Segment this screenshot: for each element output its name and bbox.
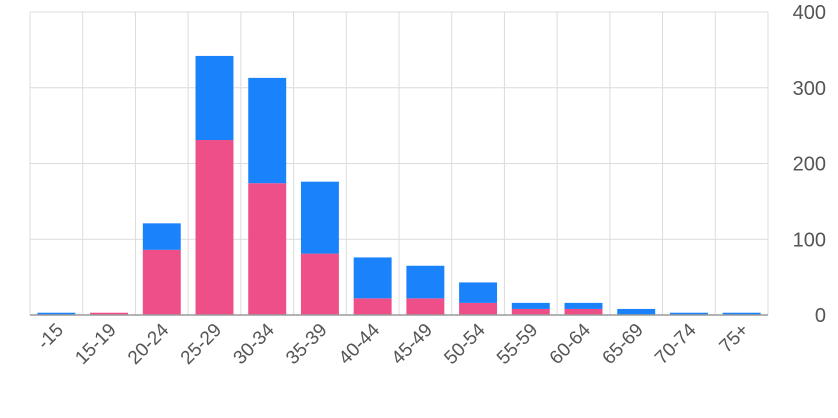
bar-pink-5: [300, 253, 339, 315]
bar-pink-8: [459, 302, 498, 315]
x-tick-label: 25-29: [177, 320, 226, 369]
y-tick-label: 200: [793, 154, 826, 176]
x-tick-label: -15: [34, 320, 68, 354]
bar-pink-2: [142, 249, 181, 315]
x-axis-ticks: -15 15-19 20-24 25-29 30-34 35-39 40-44 45-49 50…: [34, 319, 754, 369]
x-tick-label: 35-39: [282, 320, 331, 369]
bar-blue-7: [406, 265, 445, 299]
y-tick-label: 300: [793, 78, 826, 100]
bar-blue-11: [617, 308, 656, 315]
x-tick-label: 40-44: [335, 319, 385, 369]
bar-pink-9: [511, 308, 550, 315]
bar-series: [37, 55, 761, 315]
bar-pink-10: [564, 308, 603, 315]
bar-pink-6: [353, 298, 392, 315]
bar-blue-6: [353, 257, 392, 299]
x-tick-label: 30-34: [230, 319, 280, 369]
x-tick-label: 65-69: [599, 320, 648, 369]
x-tick-label: 50-54: [440, 319, 490, 369]
bar-pink-4: [248, 183, 287, 315]
x-tick-label: 15-19: [71, 320, 120, 369]
bar-pink-3: [195, 140, 234, 315]
bar-blue-2: [142, 223, 181, 250]
bar-blue-3: [195, 55, 234, 141]
bar-blue-5: [300, 181, 339, 254]
x-tick-label: 45-49: [388, 320, 437, 369]
bar-blue-13: [722, 312, 761, 315]
y-tick-label: 0: [815, 305, 826, 327]
x-tick-label: 55-59: [493, 320, 542, 369]
grid-lines: [29, 11, 769, 316]
y-axis-ticks: 0 100 200 300 400: [793, 2, 826, 327]
y-tick-label: 100: [793, 229, 826, 251]
bar-blue-0: [37, 312, 76, 315]
bar-blue-8: [459, 282, 498, 303]
bar-pink-7: [406, 298, 445, 315]
bar-blue-4: [248, 77, 287, 184]
bar-blue-12: [669, 312, 708, 315]
bar-pink-1: [90, 312, 129, 315]
x-tick-label: 75+: [716, 320, 754, 358]
bar-blue-10: [564, 302, 603, 309]
y-tick-label: 400: [793, 2, 826, 24]
x-tick-label: 60-64: [546, 319, 596, 369]
x-tick-label: 70-74: [651, 319, 701, 369]
bar-blue-9: [511, 302, 550, 309]
x-tick-label: 20-24: [124, 319, 174, 369]
